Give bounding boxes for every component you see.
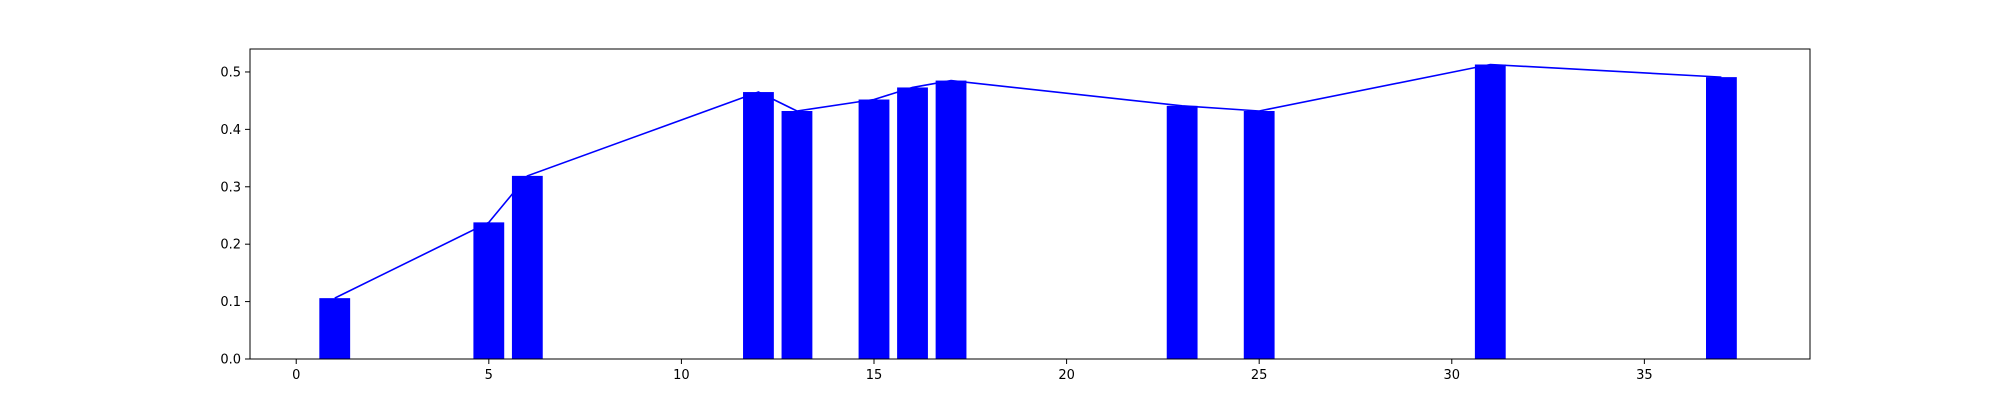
x-tick-label: 30 [1444,368,1461,383]
bar [858,99,890,359]
y-tick-label: 0.3 [220,180,241,195]
bar [1166,105,1198,359]
x-tick-label: 25 [1251,368,1268,383]
x-tick-label: 10 [673,368,690,383]
bar [743,92,774,360]
bar [781,111,813,359]
bar [319,298,351,359]
y-tick-label: 0.0 [220,353,241,368]
line-layer [334,63,1722,299]
x-tick-label: 35 [1636,368,1653,383]
bar [935,80,967,360]
x-tick-label: 15 [866,368,883,383]
bar [1474,64,1506,359]
bars-group [319,64,1737,360]
x-axis: 0 5 10 15 20 25 30 35 [292,359,1653,383]
bar [511,175,543,359]
y-tick-label: 0.2 [220,238,241,253]
x-tick-label: 0 [292,368,300,383]
bar [897,87,928,360]
bar [1706,77,1737,359]
x-tick-label: 5 [485,368,493,383]
y-axis: 0.0 0.1 0.2 0.3 0.4 0.5 [220,65,250,368]
y-tick-label: 0.4 [220,123,241,138]
series-line [334,63,1722,299]
x-tick-label: 20 [1058,368,1075,383]
y-tick-label: 0.1 [220,295,241,310]
bar [1243,111,1275,359]
y-tick-label: 0.5 [220,65,241,80]
plot-frame [249,48,1811,360]
bar [473,222,505,359]
